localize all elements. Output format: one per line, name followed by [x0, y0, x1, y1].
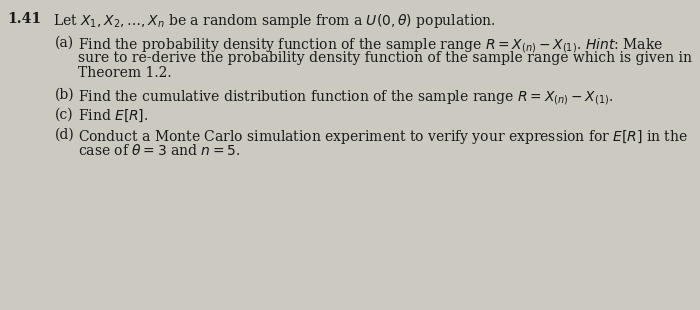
- Text: Let $X_1, X_2, \ldots, X_n$ be a random sample from a $U(0, \theta)$ population.: Let $X_1, X_2, \ldots, X_n$ be a random …: [53, 12, 496, 30]
- Text: (b): (b): [55, 88, 75, 102]
- Text: 1.41: 1.41: [7, 12, 41, 26]
- Text: case of $\theta = 3$ and $n = 5$.: case of $\theta = 3$ and $n = 5$.: [78, 143, 241, 158]
- Text: Theorem 1.2.: Theorem 1.2.: [78, 66, 172, 80]
- Text: Find the probability density function of the sample range $R = X_{(n)} - X_{(1)}: Find the probability density function of…: [78, 36, 663, 55]
- Text: (d): (d): [55, 128, 75, 142]
- Text: (c): (c): [55, 108, 74, 122]
- Text: Find $E[R]$.: Find $E[R]$.: [78, 108, 148, 124]
- Text: (a): (a): [55, 36, 74, 50]
- Text: sure to re-derive the probability density function of the sample range which is : sure to re-derive the probability densit…: [78, 51, 692, 65]
- Text: Find the cumulative distribution function of the sample range $R = X_{(n)} - X_{: Find the cumulative distribution functio…: [78, 88, 613, 107]
- Text: Conduct a Monte Carlo simulation experiment to verify your expression for $E[R]$: Conduct a Monte Carlo simulation experim…: [78, 128, 688, 146]
